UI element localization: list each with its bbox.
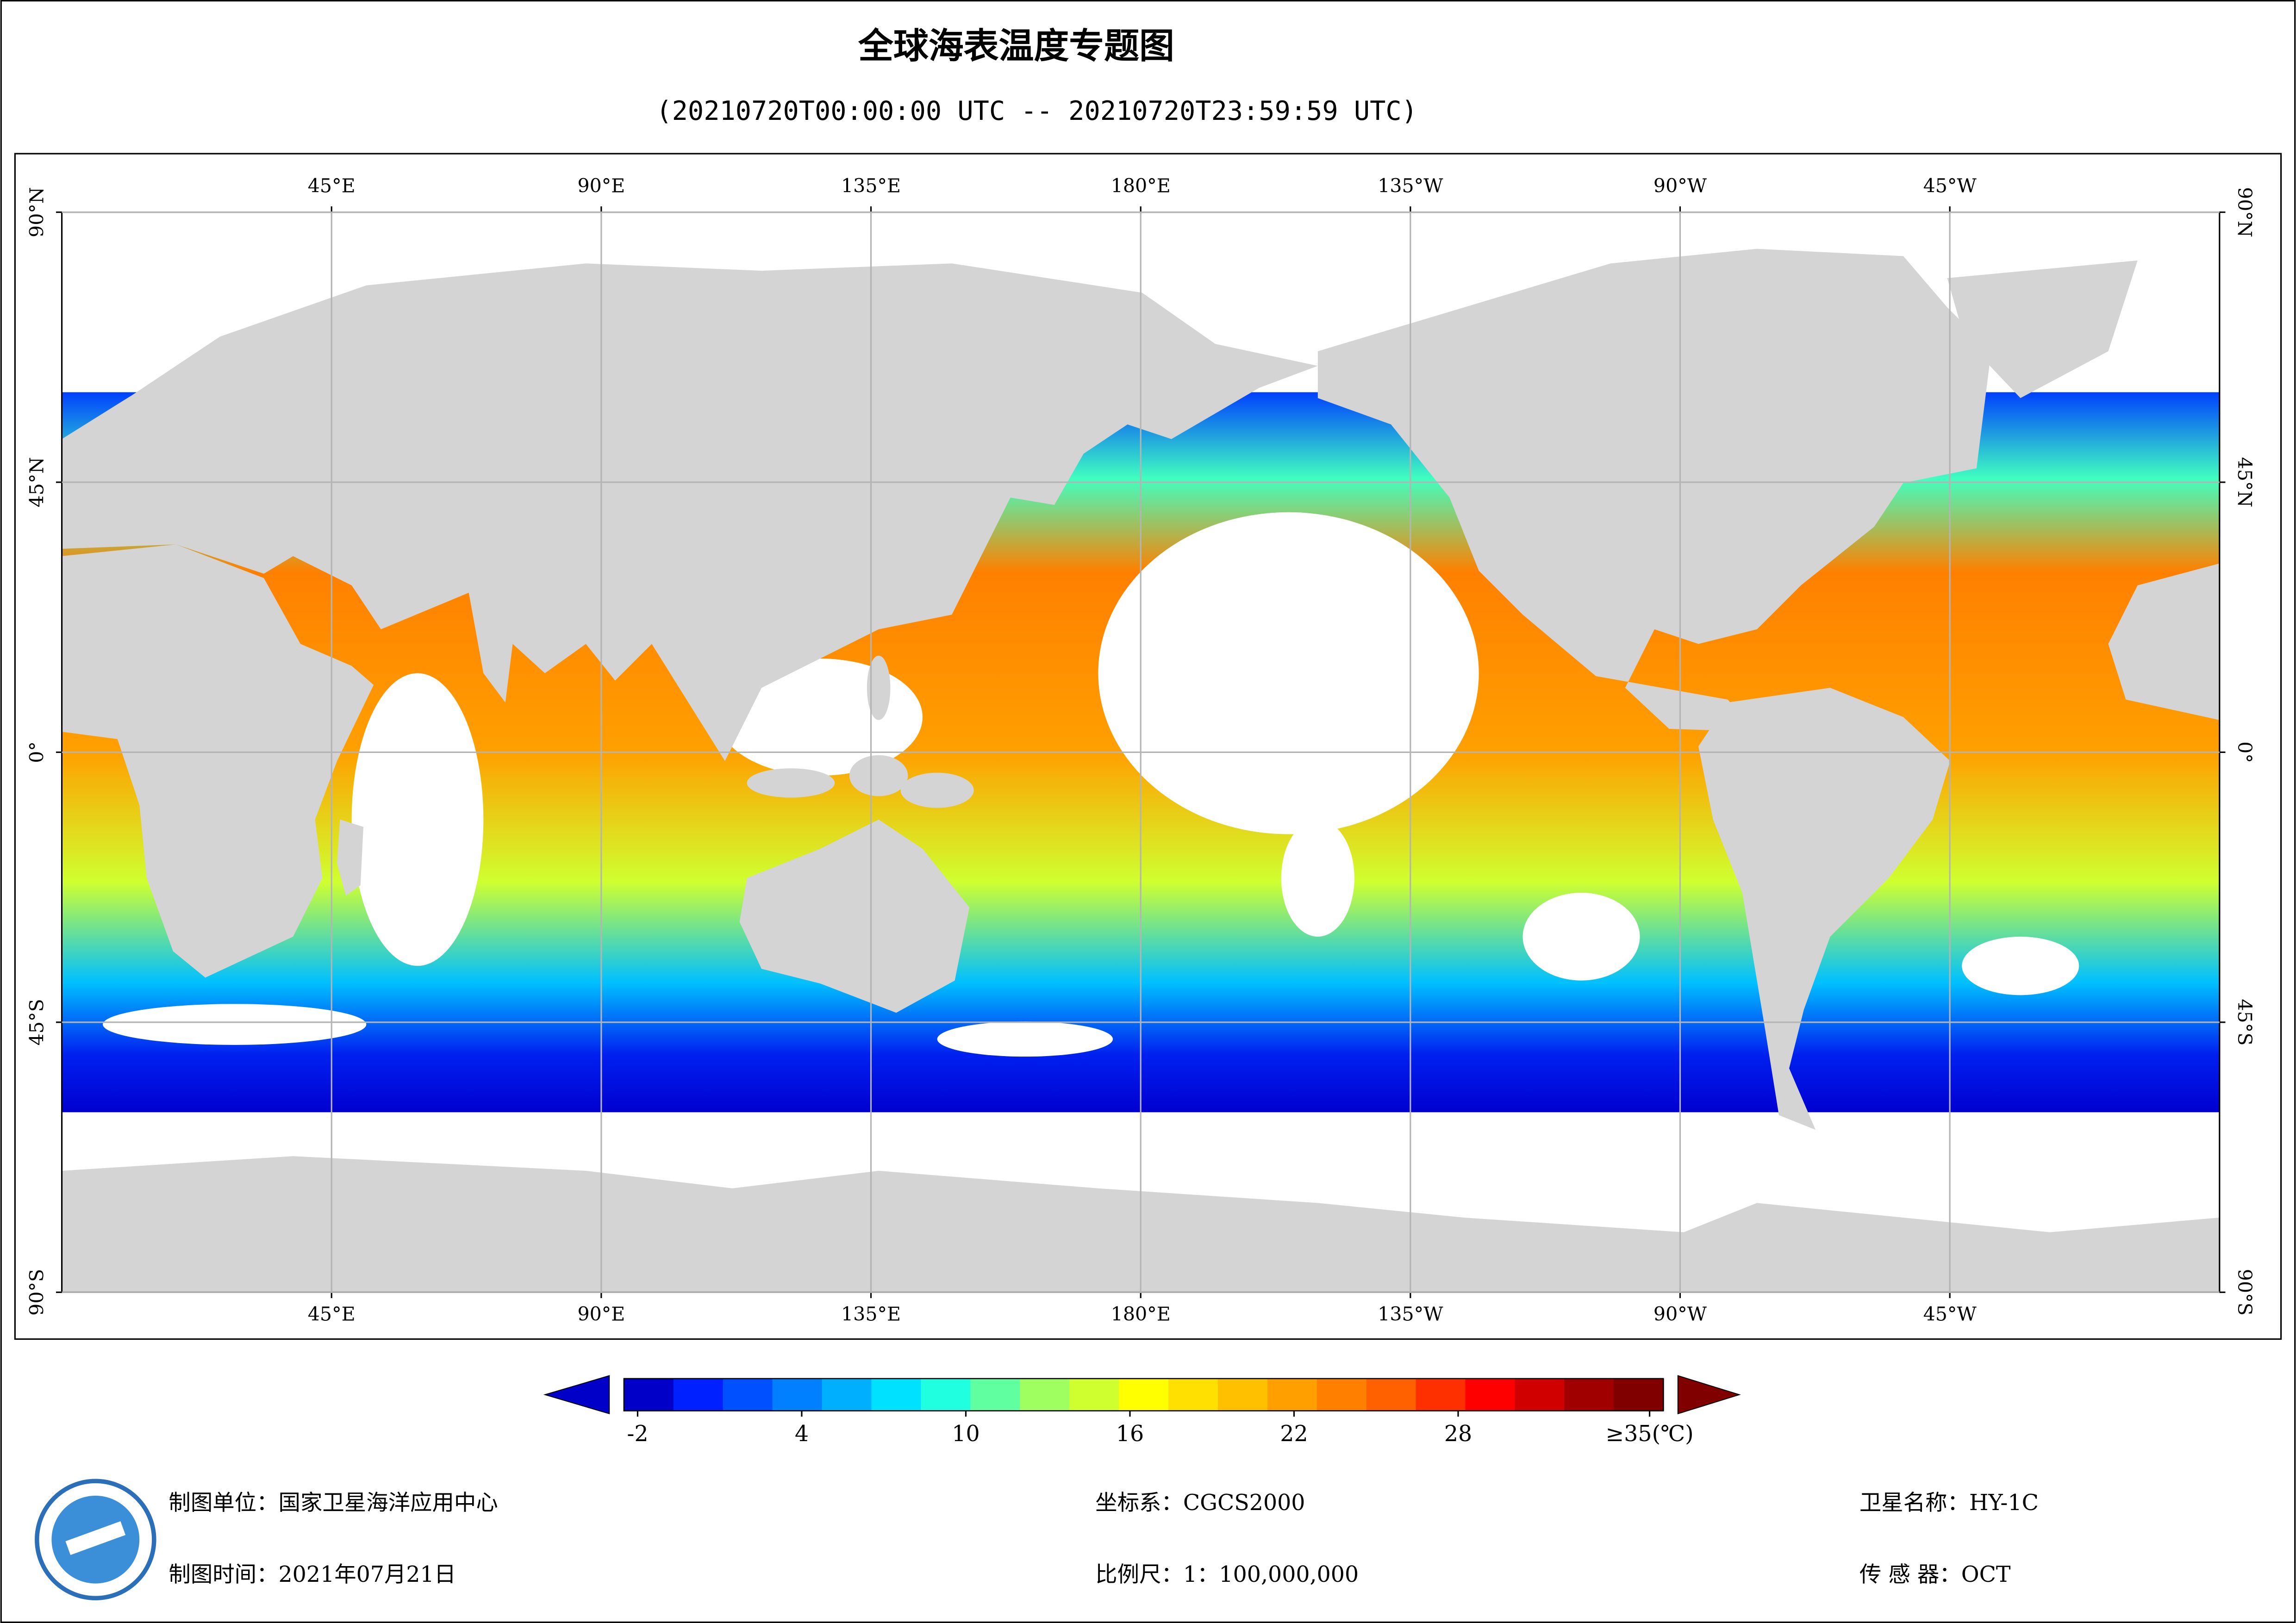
map-frame bbox=[14, 153, 2282, 1340]
lon-label: 90°W bbox=[1653, 174, 1707, 197]
colorbar-bin bbox=[871, 1378, 922, 1411]
lon-label: 90°E bbox=[577, 1303, 625, 1325]
lon-label: 90°E bbox=[577, 174, 625, 197]
colorbar-bin bbox=[1416, 1378, 1466, 1411]
colorbar-bin bbox=[1069, 1378, 1120, 1411]
colorbar-label: 28 bbox=[1444, 1421, 1472, 1447]
colorbar-bin bbox=[1217, 1378, 1268, 1411]
lon-label: 180°E bbox=[1111, 174, 1171, 197]
lon-label: 45°E bbox=[308, 174, 356, 197]
colorbar-bin bbox=[1465, 1378, 1516, 1411]
colorbar-bin bbox=[1119, 1378, 1169, 1411]
colorbar-bin bbox=[1564, 1378, 1615, 1411]
lat-label: 90°N bbox=[25, 187, 48, 237]
colorbar-bin bbox=[1316, 1378, 1367, 1411]
map-unit: 制图单位：国家卫星海洋应用中心 bbox=[168, 1490, 498, 1516]
lat-label: 0° bbox=[25, 741, 48, 763]
colorbar-bin bbox=[723, 1378, 774, 1411]
colorbar-label: ≥35(℃) bbox=[1606, 1421, 1694, 1447]
map-time: 制图时间：2021年07月21日 bbox=[168, 1562, 456, 1587]
colorbar-bin bbox=[970, 1378, 1021, 1411]
lon-label: 135°E bbox=[841, 1303, 901, 1325]
lat-label: 45°S bbox=[25, 999, 48, 1045]
lon-label: 90°W bbox=[1653, 1303, 1707, 1325]
colorbar-bin bbox=[1614, 1378, 1664, 1411]
title: 全球海表温度专题图 bbox=[858, 25, 1174, 66]
lat-label: 0° bbox=[2234, 741, 2256, 763]
colorbar-bin bbox=[1168, 1378, 1219, 1411]
subtitle: (20210720T00:00:00 UTC -- 20210720T23:59… bbox=[656, 96, 1417, 126]
lon-label: 180°E bbox=[1111, 1303, 1171, 1325]
logo bbox=[35, 1479, 156, 1600]
colorbar-bin bbox=[772, 1378, 823, 1411]
colorbar-bin bbox=[673, 1378, 724, 1411]
colorbar-arrow-low bbox=[543, 1375, 610, 1415]
colorbar-label: -2 bbox=[627, 1421, 648, 1447]
colorbar-arrow-high bbox=[1677, 1375, 1741, 1415]
lon-label: 135°E bbox=[841, 174, 901, 197]
colorbar-bin bbox=[1366, 1378, 1417, 1411]
lon-label: 45°W bbox=[1923, 1303, 1977, 1325]
colorbar-bin bbox=[1020, 1378, 1070, 1411]
satellite-name: 卫星名称：HY-1C bbox=[1859, 1490, 2039, 1516]
lon-label: 45°E bbox=[308, 1303, 356, 1325]
lat-label: 90°N bbox=[2234, 187, 2256, 237]
coordinate-system: 坐标系：CGCS2000 bbox=[1095, 1490, 1305, 1516]
sensor-name: 传 感 器：OCT bbox=[1859, 1562, 2011, 1587]
lat-label: 45°N bbox=[25, 457, 48, 508]
colorbar-bin bbox=[624, 1378, 674, 1411]
map-scale: 比例尺：1：100,000,000 bbox=[1095, 1562, 1359, 1587]
colorbar-bin bbox=[1515, 1378, 1565, 1411]
colorbar-bin bbox=[1267, 1378, 1318, 1411]
colorbar-border bbox=[623, 1378, 1664, 1412]
lon-label: 135°W bbox=[1378, 1303, 1443, 1325]
lat-label: 90°S bbox=[2234, 1269, 2256, 1316]
lat-label: 90°S bbox=[25, 1269, 48, 1316]
colorbar-bin bbox=[822, 1378, 873, 1411]
lat-label: 45°S bbox=[2234, 999, 2256, 1045]
colorbar-bin bbox=[921, 1378, 971, 1411]
colorbar-label: 4 bbox=[795, 1421, 809, 1447]
lon-label: 135°W bbox=[1378, 174, 1443, 197]
colorbar-label: 22 bbox=[1280, 1421, 1308, 1447]
colorbar-label: 16 bbox=[1116, 1421, 1144, 1447]
lon-label: 45°W bbox=[1923, 174, 1977, 197]
lat-label: 45°N bbox=[2234, 457, 2256, 508]
colorbar-label: 10 bbox=[952, 1421, 980, 1447]
